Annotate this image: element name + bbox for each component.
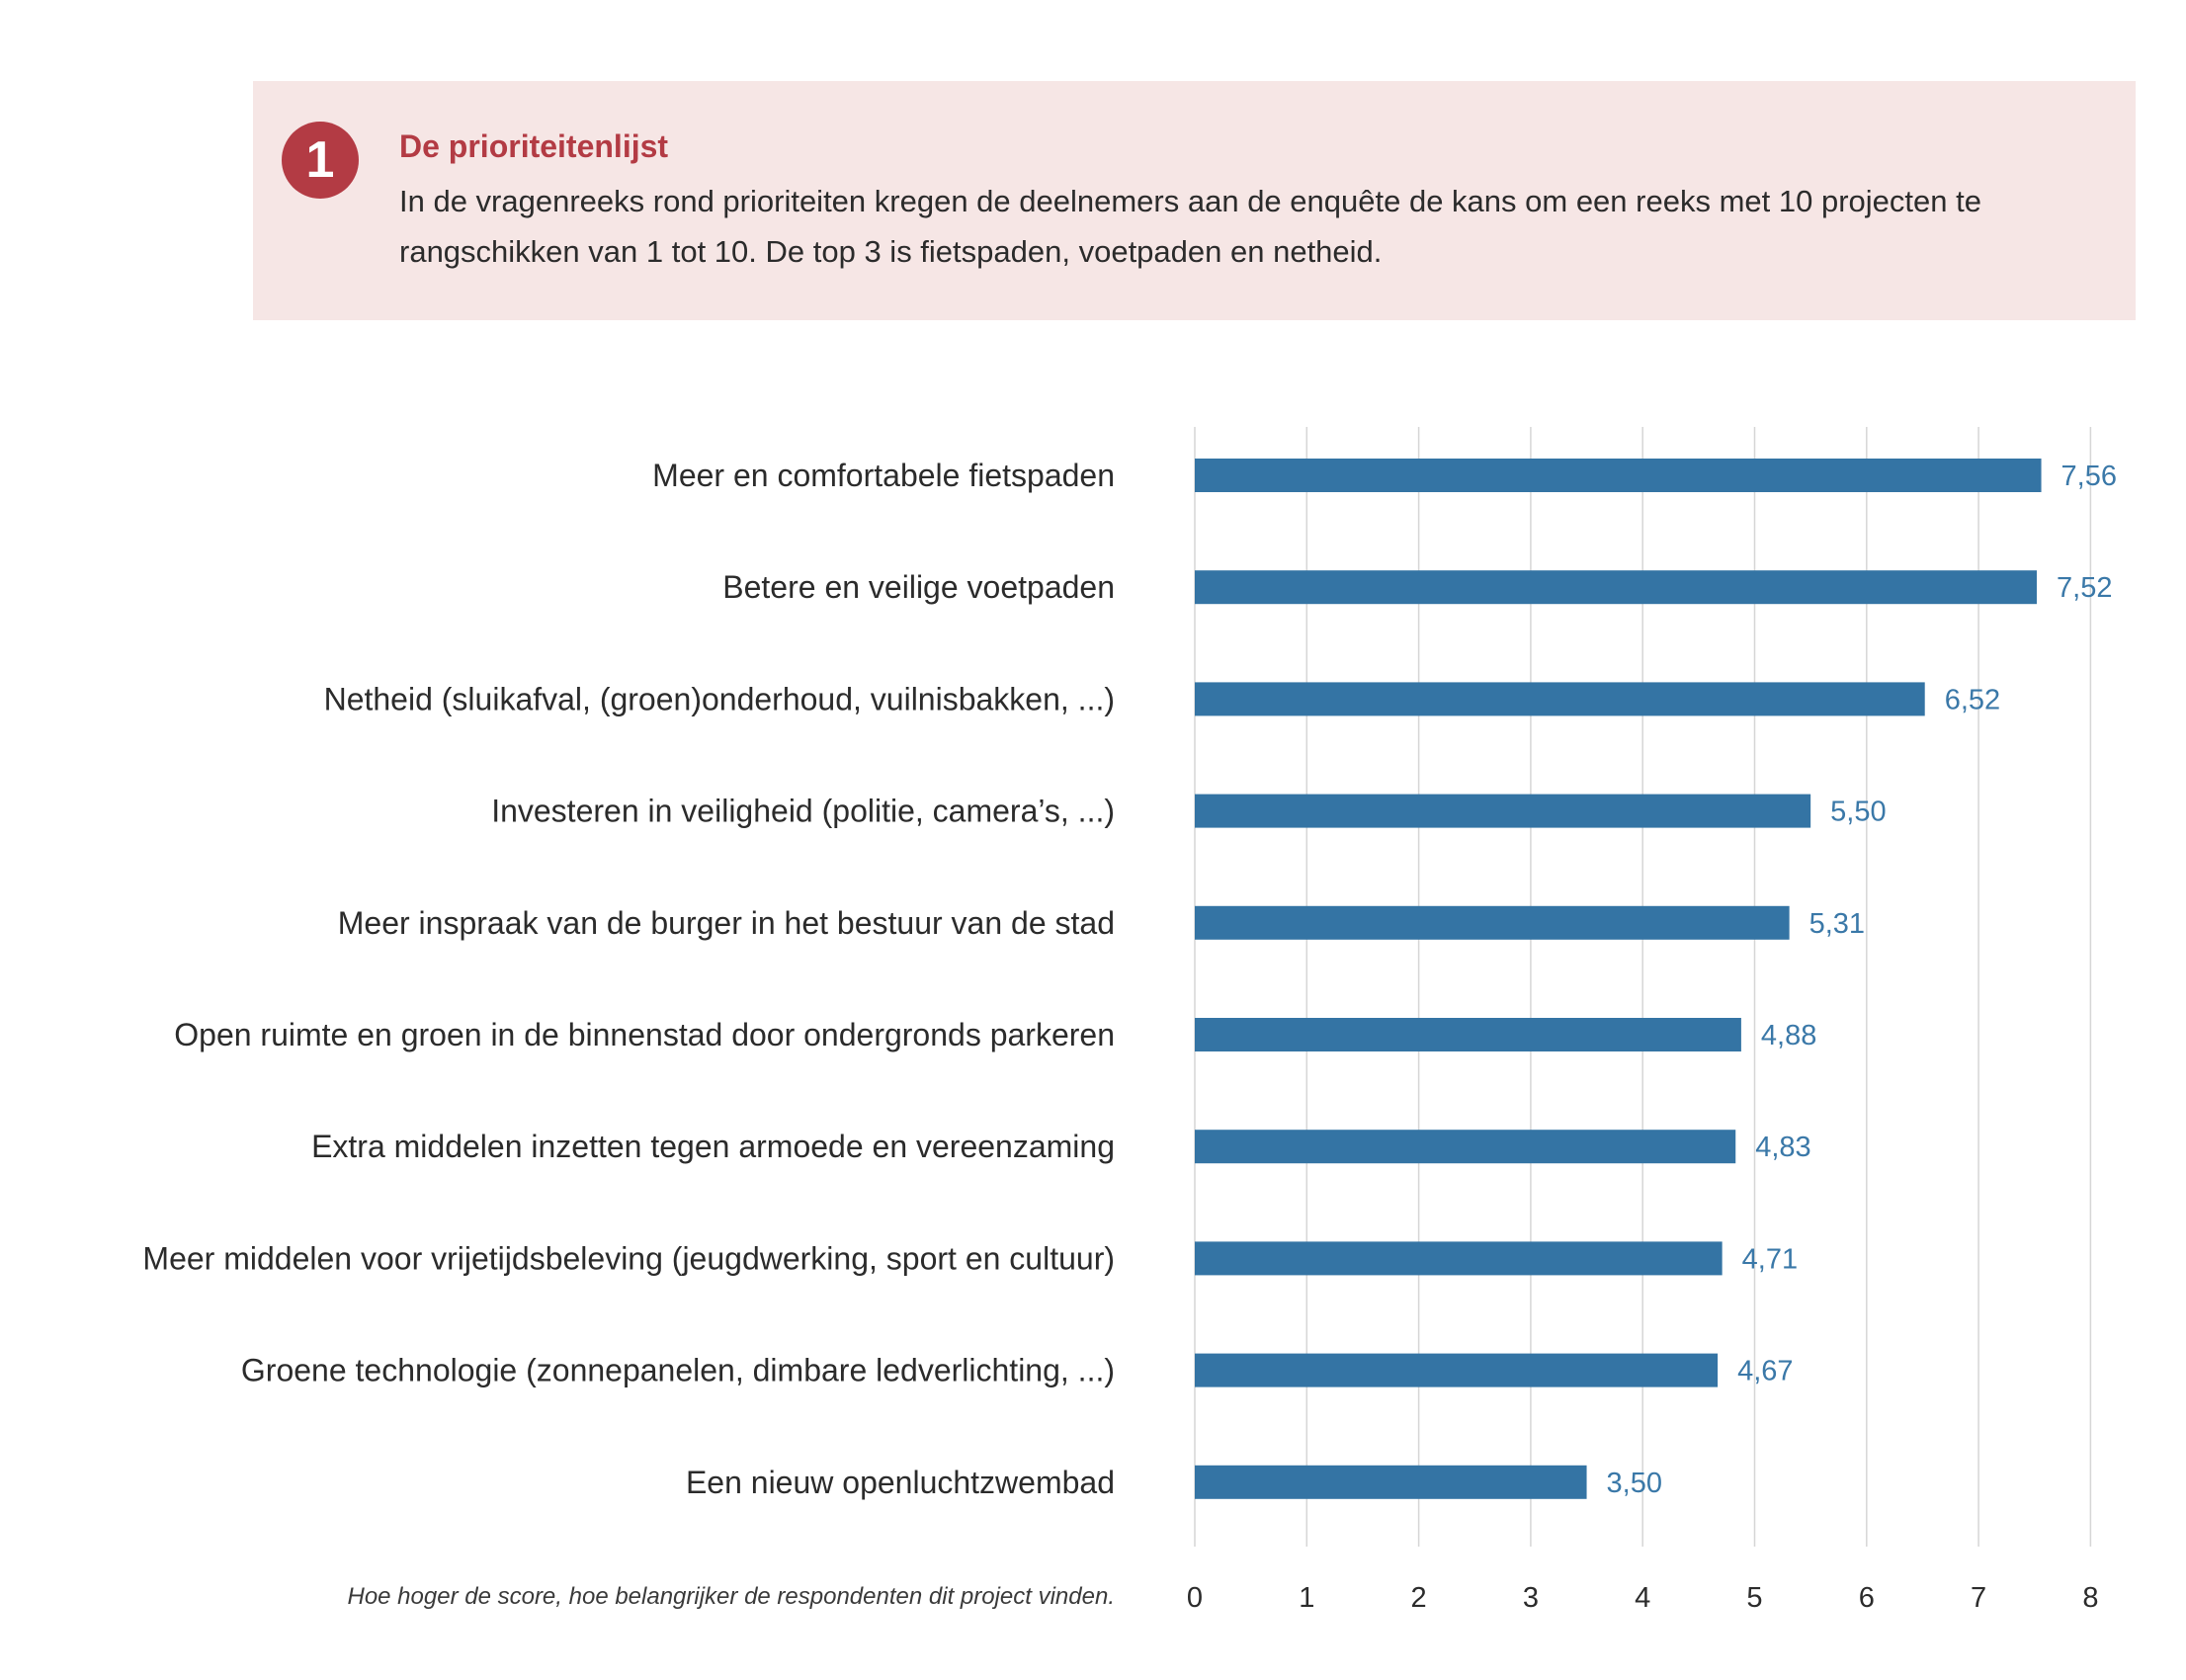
bar	[1195, 1018, 1741, 1051]
value-label: 4,71	[1742, 1243, 1798, 1275]
value-label: 7,52	[2057, 572, 2112, 604]
tick-label: 8	[2082, 1582, 2098, 1614]
bar	[1195, 905, 1790, 940]
bar	[1195, 1465, 1587, 1499]
bar	[1195, 1353, 1719, 1387]
value-label: 6,52	[1945, 684, 2000, 715]
tick-label: 0	[1187, 1582, 1203, 1614]
bar	[1195, 1130, 1736, 1164]
bar	[1195, 682, 1925, 716]
category-label: Extra middelen inzetten tegen armoede en…	[311, 1129, 1115, 1164]
tick-label: 2	[1411, 1582, 1427, 1614]
category-label: Netheid (sluikafval, (groen)onderhoud, v…	[324, 681, 1115, 716]
tick-label: 1	[1299, 1582, 1314, 1614]
category-label: Groene technologie (zonnepanelen, dimbar…	[241, 1353, 1115, 1388]
value-label: 7,56	[2061, 461, 2117, 492]
value-label: 4,67	[1737, 1356, 1793, 1387]
tick-label: 4	[1635, 1582, 1650, 1614]
tick-label: 6	[1859, 1582, 1875, 1614]
value-label: 3,50	[1607, 1468, 1662, 1499]
info-text: In de vragenreeks rond prioriteiten kreg…	[399, 184, 1981, 269]
bar	[1195, 794, 1811, 828]
category-label: Een nieuw openluchtzwembad	[686, 1465, 1115, 1500]
info-title: De prioriteitenlijst	[399, 128, 669, 164]
value-label: 5,31	[1809, 908, 1865, 940]
category-label: Meer middelen voor vrijetijdsbeleving (j…	[142, 1240, 1115, 1276]
category-label: Open ruimte en groen in de binnenstad do…	[174, 1017, 1115, 1052]
category-label: Betere en veilige voetpaden	[722, 569, 1115, 605]
bar	[1195, 1241, 1723, 1276]
value-label: 4,83	[1755, 1132, 1810, 1163]
value-label: 5,50	[1830, 797, 1886, 828]
category-label: Meer inspraak van de burger in het bestu…	[338, 905, 1115, 941]
tick-label: 7	[1971, 1582, 1986, 1614]
tick-label: 3	[1523, 1582, 1539, 1614]
info-box	[253, 81, 2136, 320]
number-badge: 1	[282, 122, 359, 199]
footnote: Hoe hoger de score, hoe belangrijker de …	[347, 1583, 1115, 1610]
value-label: 4,88	[1761, 1020, 1816, 1051]
category-label: Investeren in veiligheid (politie, camer…	[491, 794, 1115, 829]
category-label: Meer en comfortabele fietspaden	[652, 458, 1115, 493]
bar	[1195, 459, 2042, 492]
tick-label: 5	[1746, 1582, 1762, 1614]
bar	[1195, 570, 2038, 605]
